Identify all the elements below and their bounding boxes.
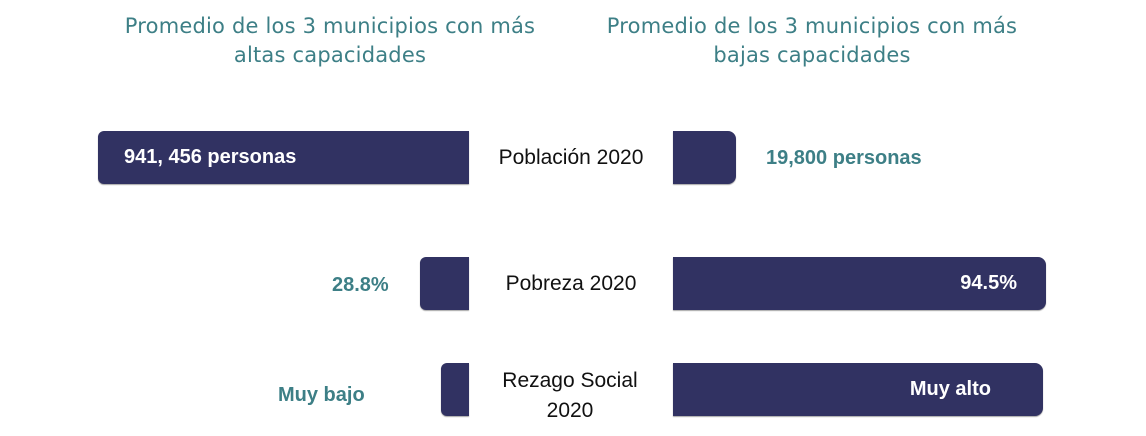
category-label-pobreza: Pobreza 2020: [505, 272, 637, 295]
bar-left-pobreza: [420, 257, 469, 310]
bar-left-rezago: [441, 363, 469, 416]
bar-right-rezago: Muy alto: [673, 363, 1043, 416]
bar-right-rezago-value: Muy alto: [909, 378, 991, 400]
right-series-header: Promedio de los 3 municipios con más baj…: [606, 14, 1018, 67]
category-label-poblacion: Población 2020: [498, 146, 644, 169]
bar-right-pobreza: 94.5%: [673, 257, 1046, 310]
bar-left-poblacion-value: 941, 456 personas: [124, 146, 297, 168]
bar-left-rezago-value: Muy bajo: [278, 384, 365, 406]
bar-right-poblacion: [673, 131, 736, 184]
bar-right-pobreza-value: 94.5%: [960, 272, 1017, 294]
bar-left-pobreza-value: 28.8%: [332, 274, 389, 296]
bar-left-poblacion: 941, 456 personas: [98, 131, 469, 184]
left-series-header: Promedio de los 3 municipios con más alt…: [124, 14, 536, 67]
category-label-rezago: Rezago Social 2020: [502, 369, 638, 422]
bar-right-poblacion-value: 19,800 personas: [766, 147, 922, 169]
